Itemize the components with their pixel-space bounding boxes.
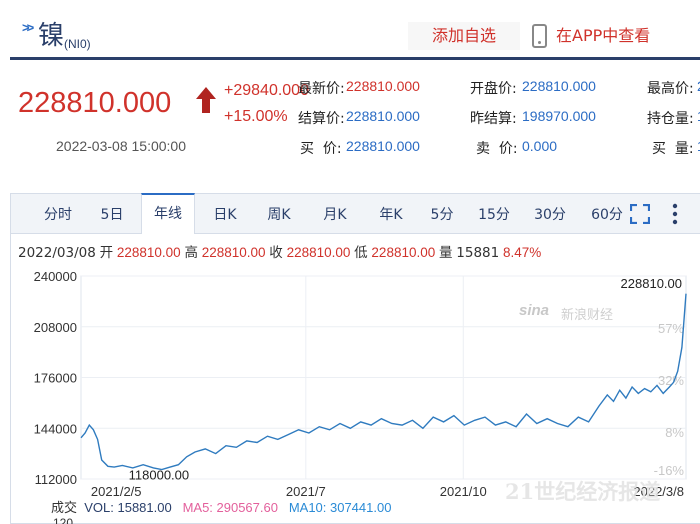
open-price-value: 228810.000 (522, 78, 596, 94)
tab-year-line[interactable]: 年线 (141, 193, 195, 234)
high-price-label: 最高价: (647, 81, 694, 97)
x-tick-label: 2021/2/5 (91, 484, 142, 499)
price-change: +29840.000 (224, 82, 309, 99)
y-tick-label: 144000 (34, 421, 77, 436)
tab-yearly-k[interactable]: 年K (379, 207, 403, 223)
bid-volume-label: 买 量: (652, 141, 694, 157)
price-line-chart: 240000 208000 176000 144000 112000 57% 32% 8% -1… (34, 269, 687, 499)
y-tick-label: 240000 (34, 269, 77, 284)
add-watchlist-button[interactable]: 添加自选 (408, 22, 520, 50)
tab-30min[interactable]: 30分 (534, 207, 566, 223)
y-tick-label: 208000 (34, 320, 77, 335)
ask-price-label: 卖 价: (476, 141, 518, 157)
tab-60min[interactable]: 60分 (591, 207, 623, 223)
info-volume-label: 量 (439, 245, 453, 261)
header-divider (10, 57, 700, 60)
page-header: >> 镍 (NI0) 添加自选 在APP中查看 (0, 0, 700, 60)
double-chevron-icon: >> (22, 20, 34, 35)
quote-time: 2022-03-08 15:00:00 (56, 138, 186, 154)
tab-5min[interactable]: 5分 (430, 207, 454, 223)
open-interest-label: 持仓量: (647, 111, 694, 127)
tab-weekly-k[interactable]: 周K (267, 207, 291, 223)
x-tick-label: 2021/10 (440, 484, 487, 499)
y-tick-label: 176000 (34, 371, 77, 386)
volume-value: VOL: 15881.00 (84, 500, 172, 515)
tab-intraday[interactable]: 分时 (44, 207, 72, 223)
x-tick-label: 2021/7 (286, 484, 326, 499)
latest-price-label: 最新价: (298, 81, 345, 97)
latest-price-value: 228810.000 (346, 78, 420, 94)
info-close-label: 收 (269, 245, 283, 261)
info-volume-value: 15881 (456, 245, 500, 261)
pct-tick-label: 32% (658, 373, 684, 388)
phone-icon (532, 24, 547, 48)
tab-monthly-k[interactable]: 月K (323, 207, 347, 223)
info-low-value: 228810.00 (371, 245, 436, 260)
min-price-annotation: 118000.00 (129, 467, 190, 482)
pct-tick-label: 57% (658, 321, 684, 336)
last-price: 228810.000 (18, 87, 172, 119)
open-interest-value: 1 (697, 108, 700, 124)
more-options-icon[interactable] (672, 202, 678, 226)
chart-panel: 分时 5日 年线 日K 周K 月K 年K 5分 15分 30分 60分 2022… (10, 193, 700, 524)
ma5-value: MA5: 290567.60 (182, 500, 278, 515)
symbol-name: 镍 (38, 21, 65, 51)
up-arrow-icon (196, 87, 216, 113)
max-price-annotation: 228810.00 (621, 276, 682, 291)
volume-label: 成交 (51, 501, 78, 516)
tab-daily-k[interactable]: 日K (213, 207, 237, 223)
sina-watermark: sina (519, 302, 550, 319)
bid-price-value: 228810.000 (346, 138, 420, 154)
sina-finance-watermark: 新浪财经 (561, 308, 614, 323)
open-in-app-button[interactable]: 在APP中查看 (528, 22, 678, 50)
open-price-label: 开盘价: (470, 81, 517, 97)
ma10-value: MA10: 307441.00 (288, 500, 392, 515)
info-close-value: 228810.00 (286, 245, 351, 260)
bid-volume-value: 1 (697, 138, 700, 154)
pct-tick-label: -16% (654, 463, 685, 478)
pct-tick-label: 8% (665, 425, 684, 440)
info-date: 2022/03/08 (18, 245, 96, 261)
tab-5day[interactable]: 5日 (100, 207, 124, 223)
price-change-percent: +15.00% (224, 108, 288, 125)
bid-price-label: 买 价: (300, 141, 342, 157)
open-in-app-label: 在APP中查看 (556, 26, 651, 45)
settle-price-label: 结算价: (298, 111, 345, 127)
candle-info-bar: 2022/03/08 开 228810.00 高 228810.00 收 228… (18, 241, 541, 261)
period-tabs: 分时 5日 年线 日K 周K 月K 年K 5分 15分 30分 60分 (11, 193, 700, 234)
prev-settle-value: 198970.000 (522, 108, 596, 124)
info-change-percent: 8.47% (503, 245, 542, 260)
x-tick-label: 2022/3/8 (633, 484, 684, 499)
high-price-value: 2 (697, 78, 700, 94)
tab-15min[interactable]: 15分 (478, 207, 510, 223)
volume-legend: 成交 VOL: 15881.00 MA5: 290567.60 MA10: 30… (51, 497, 391, 516)
info-high-value: 228810.00 (201, 245, 266, 260)
newspaper-watermark: 21世纪经济报道 (505, 479, 661, 504)
ask-price-value: 0.000 (522, 138, 558, 154)
info-open-label: 开 (99, 245, 114, 261)
price-series-line (80, 293, 687, 471)
prev-settle-label: 昨结算: (470, 111, 517, 127)
symbol-code: (NI0) (64, 37, 91, 51)
info-high-label: 高 (184, 245, 198, 261)
fullscreen-icon[interactable] (630, 204, 650, 224)
y-tick-label: 112000 (35, 472, 77, 487)
volume-axis-tick: 120 (53, 516, 74, 524)
info-open-value: 228810.00 (116, 245, 181, 260)
settle-price-value: 228810.000 (346, 108, 420, 124)
info-low-label: 低 (354, 245, 368, 261)
